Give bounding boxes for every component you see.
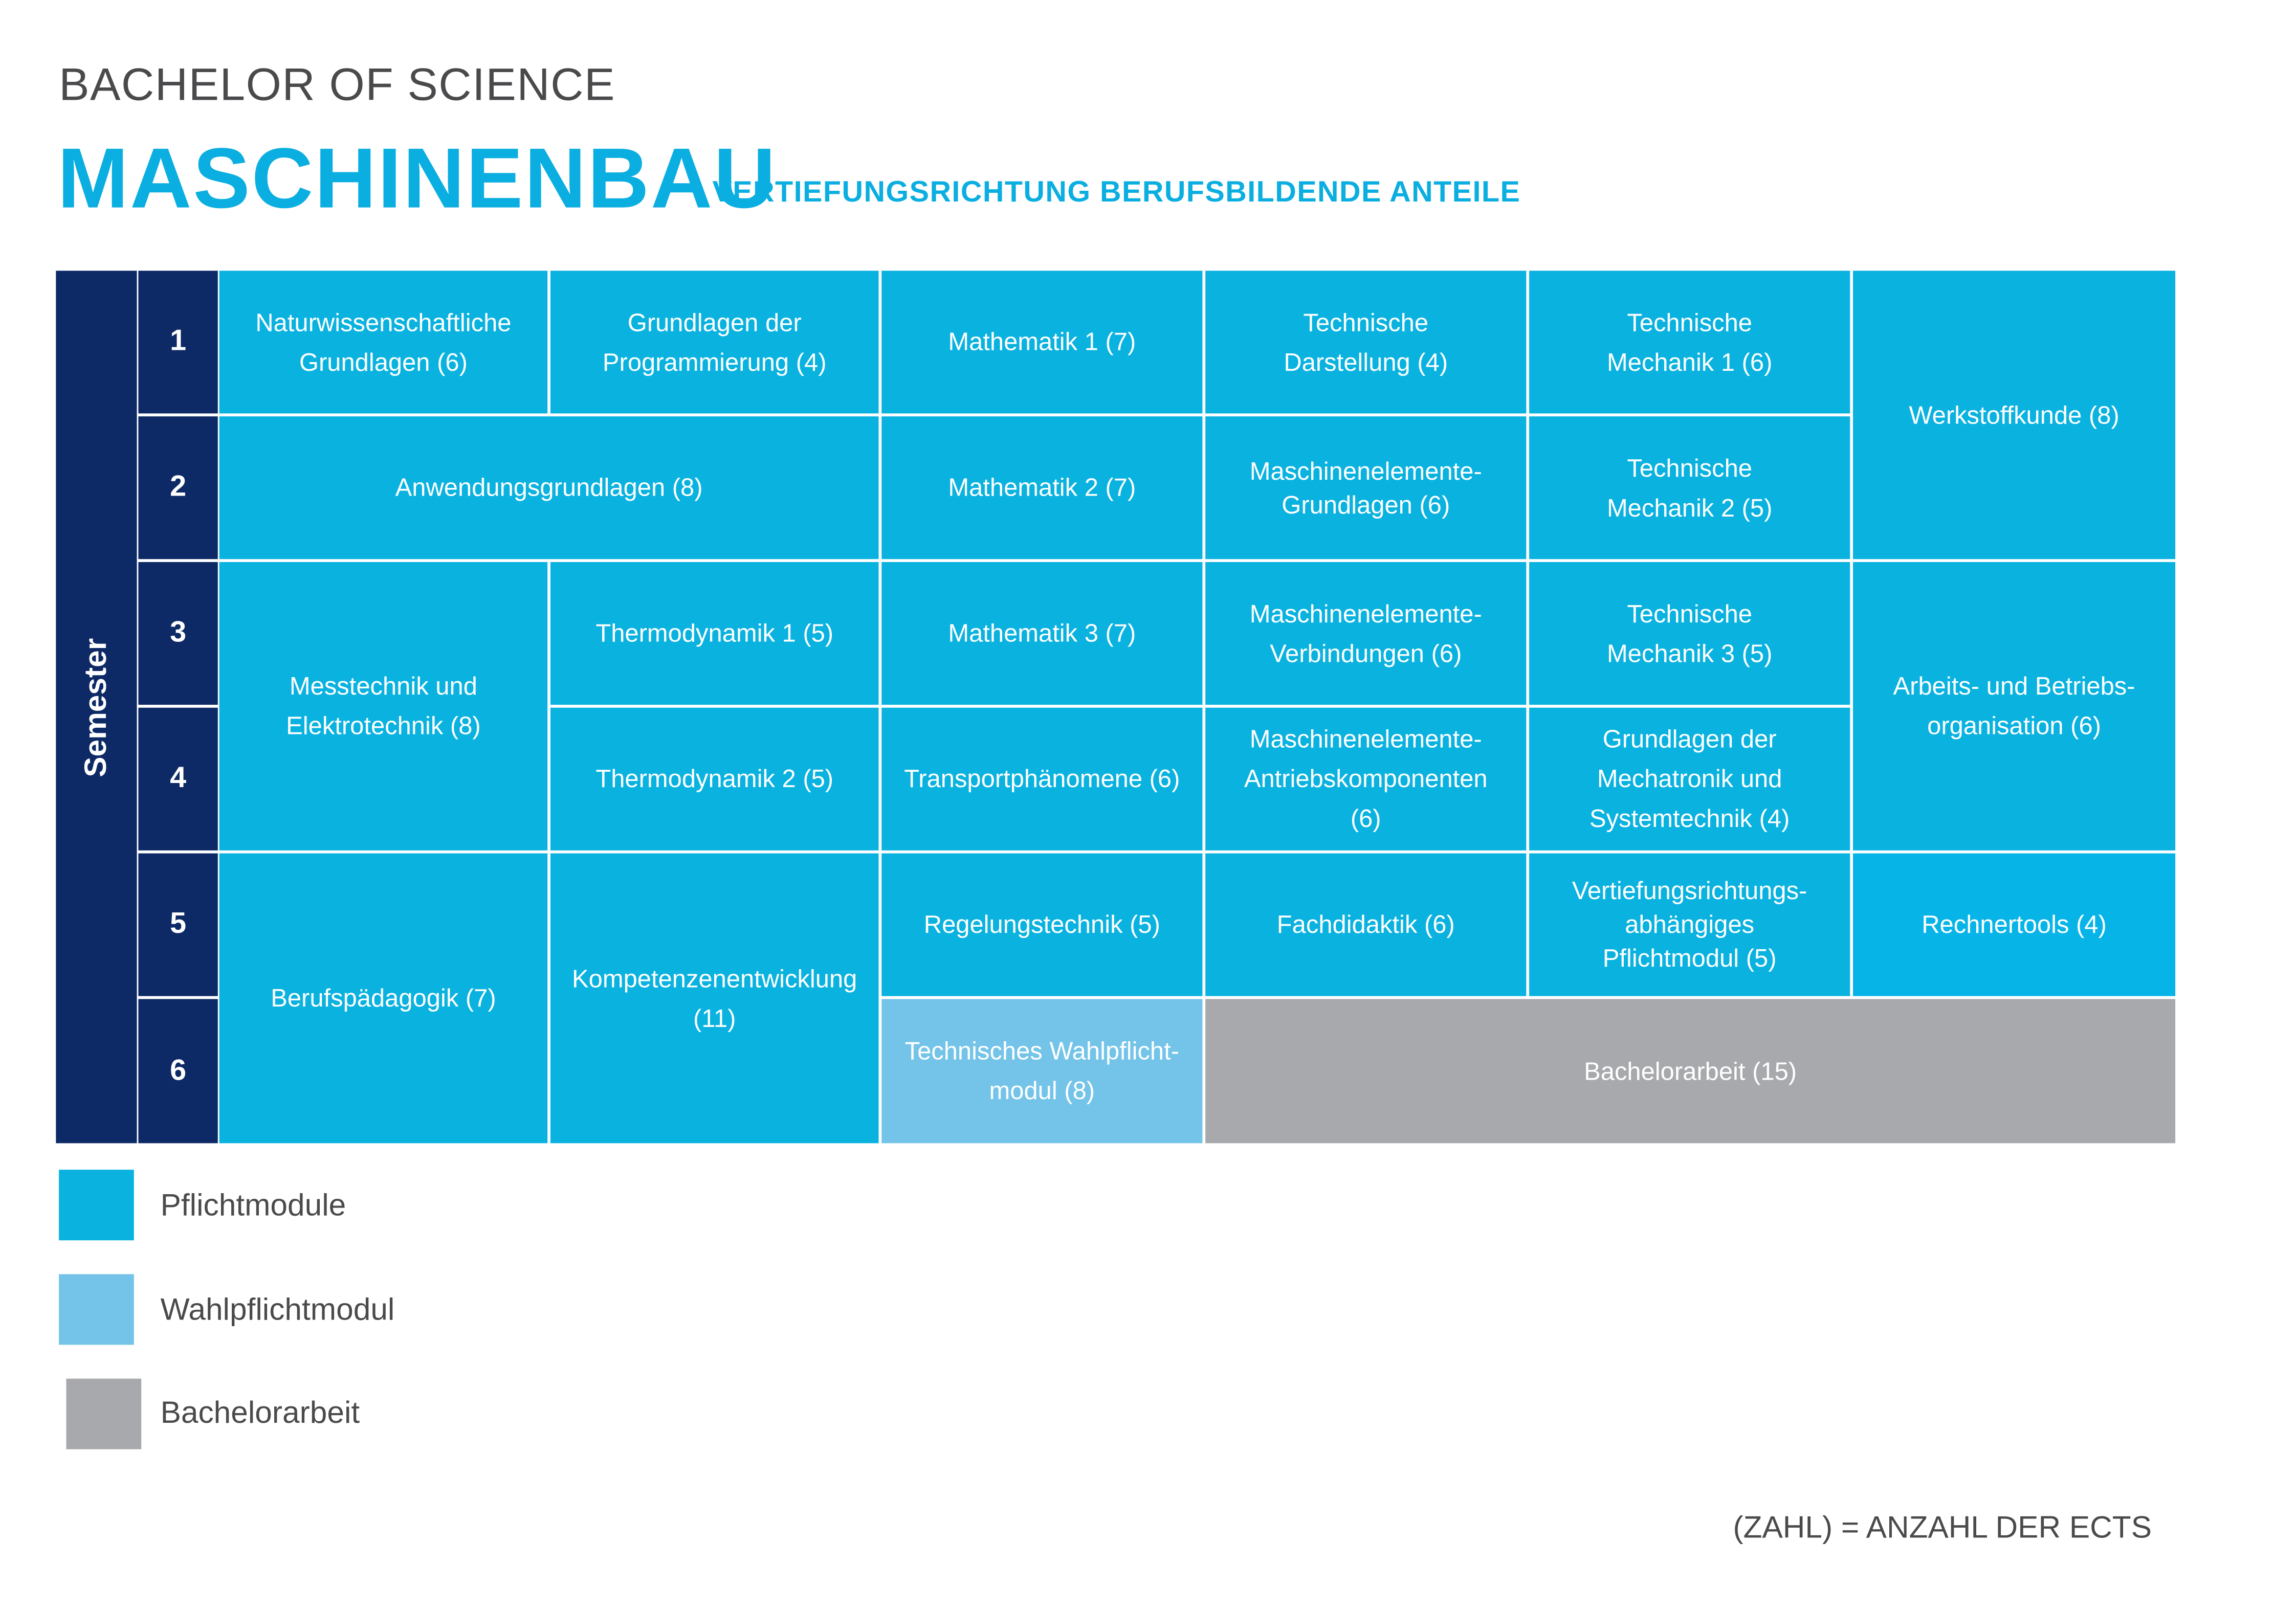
module-cell: Mathematik 3 (7): [881, 562, 1203, 705]
semester-4: 4: [138, 707, 218, 851]
module-cell: Grundlagen der Programmierung (4): [550, 271, 879, 414]
legend-label-pflicht: Pflichtmodule: [160, 1189, 346, 1223]
module-cell: Berufspädagogik (7): [219, 853, 548, 1144]
semester-label: Semester: [78, 637, 113, 777]
module-cell: Grundlagen der Mechatronik und Systemtec…: [1529, 707, 1850, 851]
module-cell: Anwendungsgrundlagen (8): [219, 416, 879, 560]
module-cell: Rechnertools (4): [1853, 853, 2176, 996]
legend-label-wahlpflicht: Wahlpflichtmodul: [160, 1293, 395, 1327]
semester-6: 6: [138, 999, 218, 1144]
module-cell: Technische Mechanik 1 (6): [1529, 271, 1850, 414]
ects-footnote: (ZAHL) = ANZAHL DER ECTS: [1733, 1511, 2152, 1545]
module-cell: Werkstoffkunde (8): [1853, 271, 2176, 560]
semester-5: 5: [138, 853, 218, 996]
module-cell: Transportphänomene (6): [881, 707, 1203, 851]
legend-swatch-pflicht: [59, 1170, 134, 1241]
semester-2: 2: [138, 416, 218, 560]
semester-3: 3: [138, 562, 218, 705]
module-cell: Maschinenelemente- Antriebskomponenten (…: [1205, 707, 1527, 851]
module-cell: Maschinenelemente- Verbindungen (6): [1205, 562, 1527, 705]
module-cell: Technische Mechanik 2 (5): [1529, 416, 1850, 560]
module-cell: Technische Mechanik 3 (5): [1529, 562, 1850, 705]
module-cell: Maschinenelemente- Grundlagen (6): [1205, 416, 1527, 560]
module-cell: Messtechnik und Elektrotechnik (8): [219, 562, 548, 851]
module-cell: Regelungstechnik (5): [881, 853, 1203, 996]
module-cell: Vertiefungsrichtungs- abhängiges Pflicht…: [1529, 853, 1850, 996]
program-title: MASCHINENBAU: [57, 131, 777, 227]
elective-module-cell: Technisches Wahlpflicht- modul (8): [881, 999, 1203, 1144]
legend-swatch-bachelorarbeit: [66, 1378, 142, 1449]
legend-swatch-wahlpflicht: [59, 1274, 134, 1345]
module-cell: Mathematik 1 (7): [881, 271, 1203, 414]
module-cell: Arbeits- und Betriebs- organisation (6): [1853, 562, 2176, 851]
module-cell: Mathematik 2 (7): [881, 416, 1203, 560]
degree-title: BACHELOR OF SCIENCE: [59, 59, 615, 110]
module-cell: Thermodynamik 1 (5): [550, 562, 879, 705]
specialization-subtitle: VERTIEFUNGSRICHTUNG BERUFSBILDENDE ANTEI…: [712, 176, 1521, 209]
semester-1: 1: [138, 271, 218, 414]
module-cell: Kompetenzenentwicklung (11): [550, 853, 879, 1144]
legend-label-bachelorarbeit: Bachelorarbeit: [160, 1396, 360, 1430]
thesis-cell: Bachelorarbeit (15): [1205, 999, 2176, 1144]
module-cell: Thermodynamik 2 (5): [550, 707, 879, 851]
module-cell: Technische Darstellung (4): [1205, 271, 1527, 414]
module-cell: Naturwissenschaftliche Grundlagen (6): [219, 271, 548, 414]
module-cell: Fachdidaktik (6): [1205, 853, 1527, 996]
semester-axis: Semester: [56, 271, 137, 1144]
